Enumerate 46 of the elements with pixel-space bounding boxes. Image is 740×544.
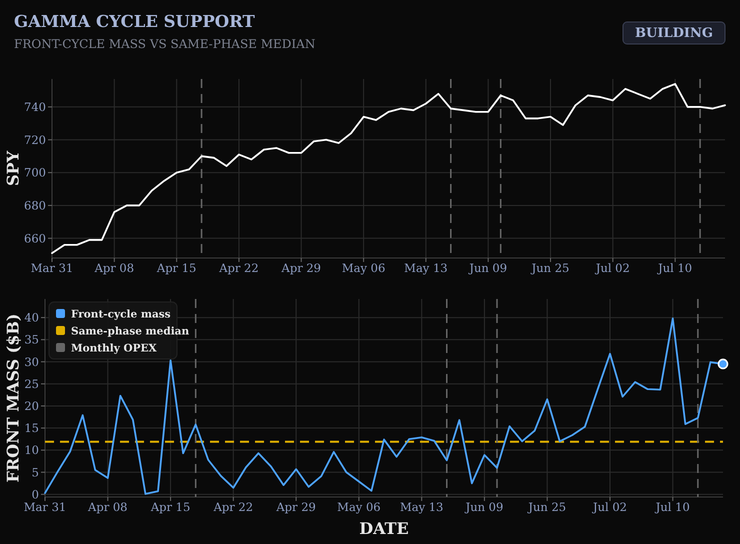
y-axis-title: SPY — [4, 150, 23, 186]
x-tick-label: Jun 25 — [530, 261, 570, 275]
x-tick-label: Mar 31 — [30, 261, 74, 275]
text: Monthly OPEX — [71, 342, 157, 354]
x-tick-label: Jun 09 — [468, 261, 508, 275]
x-tick-label: Jul 10 — [654, 500, 690, 514]
x-tick-label: Jun 09 — [464, 500, 504, 514]
x-tick-label: Jul 02 — [594, 261, 630, 275]
x-tick-label: May 06 — [342, 261, 386, 275]
line-series — [51, 83, 726, 254]
y-tick-label: 5 — [32, 465, 39, 480]
x-tick-label: Jul 02 — [592, 500, 627, 514]
y-tick-label: 660 — [24, 231, 46, 246]
y-tick-label: 40 — [24, 310, 39, 325]
chart-subtitle: FRONT-CYCLE MASS VS SAME-PHASE MEDIAN — [14, 37, 316, 51]
y-tick-label: 10 — [24, 443, 39, 458]
y-tick-label: 15 — [24, 421, 39, 436]
y-tick-label: 25 — [24, 376, 39, 391]
x-tick-label: Apr 29 — [275, 500, 316, 514]
y-tick-label: 30 — [24, 354, 39, 369]
x-tick-label: May 06 — [337, 500, 381, 514]
x-tick-label: Jun 25 — [527, 500, 566, 514]
x-axis-title: DATE — [359, 519, 409, 538]
x-tick-label: Apr 22 — [212, 500, 254, 514]
y-tick-label: 20 — [24, 398, 39, 413]
x-tick-label: Apr 22 — [218, 261, 259, 275]
x-tick-label: Mar 31 — [24, 500, 66, 514]
x-tick-label: May 13 — [404, 261, 448, 275]
y-tick-label: 720 — [24, 132, 46, 147]
text: BUILDING — [635, 26, 713, 41]
x-tick-label: Apr 29 — [280, 261, 321, 275]
y-tick-label: 35 — [24, 332, 39, 347]
x-tick-label: Apr 15 — [156, 261, 196, 275]
y-tick-label: 700 — [24, 166, 46, 180]
y-tick-label: 740 — [24, 100, 46, 114]
x-tick-label: May 13 — [400, 500, 444, 514]
legend-label: Same-phase median — [71, 326, 190, 338]
y-tick-label: 680 — [24, 198, 46, 212]
legend-label: Front-cycle mass — [71, 308, 171, 320]
x-tick-label: Apr 08 — [94, 261, 134, 275]
chart-title: GAMMA CYCLE SUPPORT — [14, 12, 256, 31]
y-axis-title: FRONT MASS ($B) — [4, 314, 23, 482]
y-tick-label: 0 — [32, 487, 39, 502]
x-tick-label: Jul 10 — [657, 261, 692, 275]
x-tick-label: Apr 08 — [87, 500, 128, 514]
x-tick-label: Apr 15 — [150, 500, 190, 514]
